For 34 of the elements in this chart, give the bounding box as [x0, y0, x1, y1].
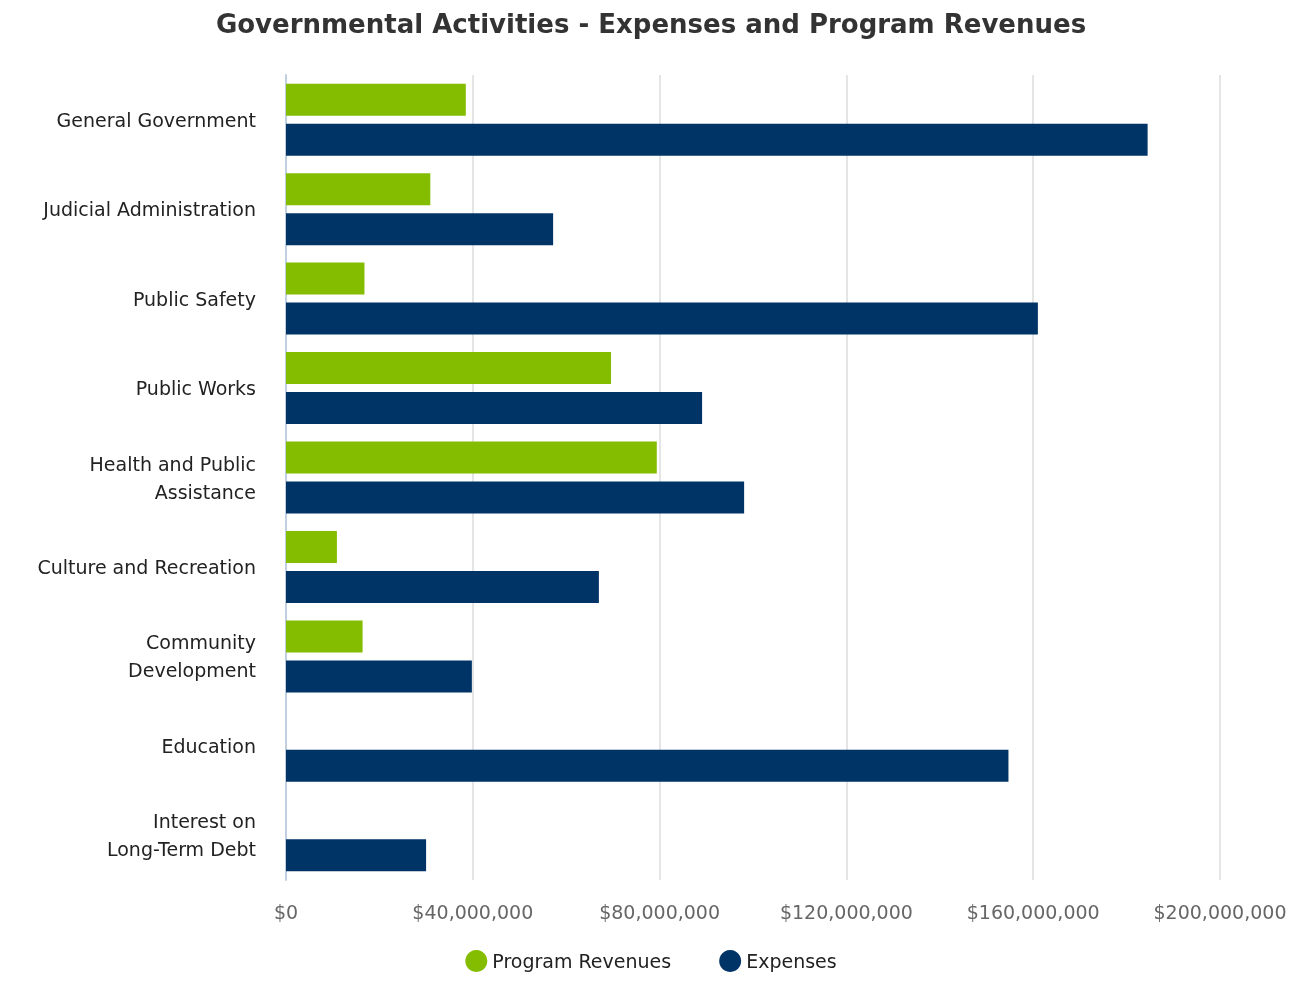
- bar: [286, 123, 1148, 156]
- legend-label: Program Revenues: [492, 950, 672, 972]
- y-tick-label: Public Safety: [132, 287, 256, 310]
- y-tick-label: Interest on Long-Term Debt: [106, 810, 256, 861]
- y-tick-label: Health and Public Assistance: [89, 452, 256, 503]
- bar: [286, 392, 703, 425]
- bar: [286, 620, 363, 653]
- x-tick-label: $40,000,000: [412, 900, 534, 923]
- x-tick-label: $0: [273, 900, 299, 923]
- bar: [286, 660, 472, 693]
- y-tick-label: General Government: [56, 108, 256, 131]
- x-tick-label: $120,000,000: [779, 900, 913, 923]
- x-tick-label: $200,000,000: [1153, 900, 1287, 923]
- y-tick-label: Education: [161, 734, 256, 757]
- x-tick-label: $80,000,000: [599, 900, 721, 923]
- bar: [286, 352, 612, 385]
- y-tick-label: Public Works: [135, 377, 256, 400]
- bar: [286, 262, 365, 295]
- legend-label: Expenses: [746, 950, 837, 972]
- bar: [286, 530, 337, 563]
- bar: [286, 839, 427, 872]
- bar: [286, 570, 599, 603]
- bar: [286, 173, 431, 206]
- y-tick-label: Culture and Recreation: [37, 555, 256, 578]
- bar: [286, 83, 466, 116]
- y-tick-label: Community Development: [128, 631, 256, 682]
- bar: [286, 441, 657, 474]
- chart-title: Governmental Activities - Expenses and Program Revenues: [215, 9, 1087, 39]
- bar: [286, 481, 745, 514]
- x-tick-label: $160,000,000: [966, 900, 1100, 923]
- y-tick-label: Judicial Administration: [42, 198, 256, 221]
- bar: [286, 749, 1009, 782]
- bar: [286, 302, 1038, 335]
- bar: [286, 213, 554, 246]
